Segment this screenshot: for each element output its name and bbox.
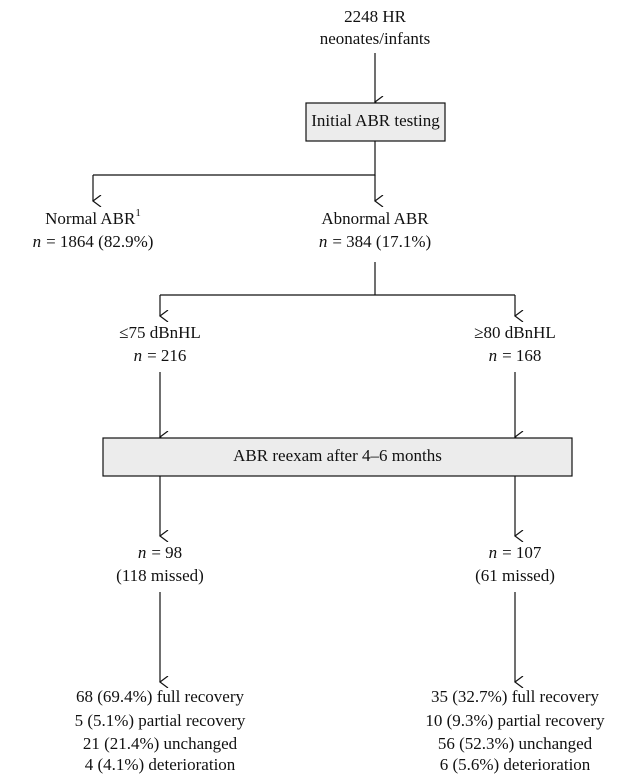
- footnote: 1: [135, 207, 141, 219]
- label: Normal ABR: [45, 209, 136, 228]
- outcome: 35 (32.7%) full recovery: [431, 687, 600, 706]
- n-var: n: [134, 346, 143, 365]
- n-text: = 384 (17.1%): [332, 232, 431, 251]
- count: n = 384 (17.1%): [319, 232, 431, 251]
- box-label: ABR reexam after 4–6 months: [233, 446, 442, 465]
- branch-label: Abnormal ABR: [321, 209, 429, 228]
- n-var: n: [33, 232, 42, 251]
- box-label: Initial ABR testing: [311, 111, 440, 130]
- n-var: n: [319, 232, 328, 251]
- box: [102, 437, 573, 477]
- n-text: = 1864 (82.9%): [46, 232, 153, 251]
- count: n = 216: [134, 346, 187, 365]
- count: n = 1864 (82.9%): [33, 232, 154, 251]
- outcome: 56 (52.3%) unchanged: [438, 734, 593, 753]
- group-label: ≤75 dBnHL: [119, 323, 201, 342]
- outcome: 68 (69.4%) full recovery: [76, 687, 245, 706]
- missed: (118 missed): [116, 566, 204, 585]
- n-text: = 216: [147, 346, 186, 365]
- n-var: n: [489, 346, 498, 365]
- count: n = 98: [138, 543, 182, 562]
- n-text: = 98: [151, 543, 182, 562]
- outcome: 6 (5.6%) deterioration: [440, 755, 591, 774]
- n-var: n: [489, 543, 498, 562]
- n-var: n: [138, 543, 147, 562]
- outcome: 5 (5.1%) partial recovery: [75, 711, 246, 730]
- connector: [160, 262, 515, 296]
- root-line: 2248 HR: [344, 7, 407, 26]
- missed: (61 missed): [475, 566, 555, 585]
- n-text: = 107: [502, 543, 542, 562]
- group-label: ≥80 dBnHL: [474, 323, 556, 342]
- outcome: 4 (4.1%) deterioration: [85, 755, 236, 774]
- outcome: 10 (9.3%) partial recovery: [425, 711, 605, 730]
- n-text: = 168: [502, 346, 541, 365]
- count: n = 168: [489, 346, 542, 365]
- count: n = 107: [489, 543, 542, 562]
- connector: [93, 141, 376, 176]
- outcome: 21 (21.4%) unchanged: [83, 734, 238, 753]
- branch-label: Normal ABR1: [45, 207, 141, 228]
- root-line: neonates/infants: [320, 29, 430, 48]
